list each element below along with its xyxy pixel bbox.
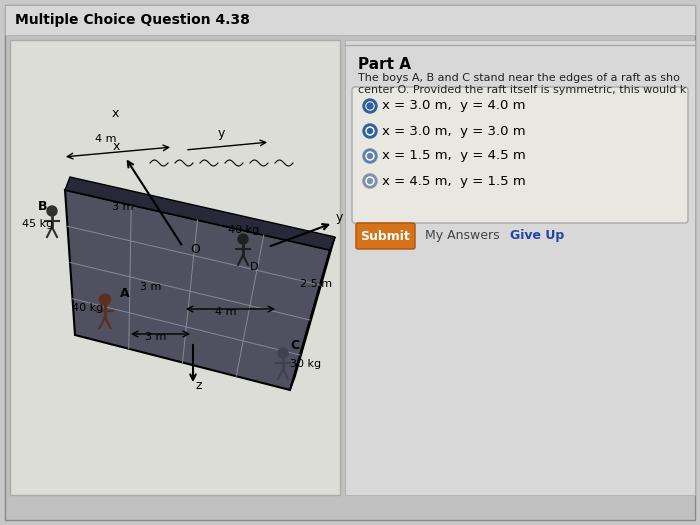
Text: x = 1.5 m,  y = 4.5 m: x = 1.5 m, y = 4.5 m [382, 150, 526, 163]
Text: C: C [290, 339, 299, 352]
Text: 3 m: 3 m [146, 332, 167, 342]
FancyBboxPatch shape [352, 87, 688, 223]
Text: 40 kg: 40 kg [72, 303, 104, 313]
Circle shape [363, 149, 377, 163]
Text: 2.5 m: 2.5 m [300, 279, 332, 289]
Text: x = 3.0 m,  y = 3.0 m: x = 3.0 m, y = 3.0 m [382, 124, 526, 138]
Circle shape [99, 294, 111, 305]
Circle shape [363, 174, 377, 188]
Text: z: z [195, 379, 202, 392]
Text: O: O [190, 243, 200, 256]
Text: x = 3.0 m,  y = 4.0 m: x = 3.0 m, y = 4.0 m [382, 100, 526, 112]
Polygon shape [290, 237, 335, 390]
Polygon shape [65, 190, 330, 390]
Text: Submit: Submit [360, 229, 410, 243]
Text: B: B [38, 200, 48, 213]
Text: 40 kg: 40 kg [228, 225, 259, 235]
Circle shape [368, 153, 372, 159]
Text: x: x [113, 140, 120, 153]
Circle shape [363, 99, 377, 113]
Polygon shape [65, 177, 335, 250]
Text: 30 kg: 30 kg [290, 359, 321, 369]
Text: 45 kg: 45 kg [22, 219, 53, 229]
Text: 3 m: 3 m [112, 202, 134, 212]
Circle shape [366, 102, 374, 110]
Text: My Answers: My Answers [425, 229, 500, 243]
Circle shape [366, 127, 374, 135]
Text: Part A: Part A [358, 57, 411, 72]
Circle shape [278, 348, 288, 358]
FancyBboxPatch shape [356, 223, 415, 249]
Circle shape [368, 129, 372, 133]
Circle shape [367, 103, 373, 109]
Circle shape [366, 177, 374, 185]
Text: D: D [250, 262, 258, 272]
FancyBboxPatch shape [345, 40, 695, 495]
Text: Give Up: Give Up [510, 229, 564, 243]
FancyBboxPatch shape [10, 40, 340, 495]
Text: 4 m: 4 m [216, 307, 237, 317]
FancyBboxPatch shape [5, 5, 695, 35]
Text: x = 4.5 m,  y = 1.5 m: x = 4.5 m, y = 1.5 m [382, 174, 526, 187]
Text: 3 m: 3 m [140, 282, 162, 292]
Text: Multiple Choice Question 4.38: Multiple Choice Question 4.38 [15, 13, 250, 27]
Text: The boys A, B and C stand near the edges of a raft as sho: The boys A, B and C stand near the edges… [358, 73, 680, 83]
Text: 4 m: 4 m [95, 134, 117, 144]
Text: y: y [336, 211, 344, 224]
Circle shape [363, 124, 377, 138]
Circle shape [368, 178, 372, 184]
Circle shape [238, 234, 248, 244]
Text: center O. Provided the raft itself is symmetric, this would k: center O. Provided the raft itself is sy… [358, 85, 687, 95]
FancyBboxPatch shape [5, 5, 695, 520]
Text: A: A [120, 287, 130, 300]
Text: y: y [218, 127, 225, 140]
Circle shape [47, 206, 57, 216]
Circle shape [366, 152, 374, 160]
Text: x: x [112, 107, 120, 120]
